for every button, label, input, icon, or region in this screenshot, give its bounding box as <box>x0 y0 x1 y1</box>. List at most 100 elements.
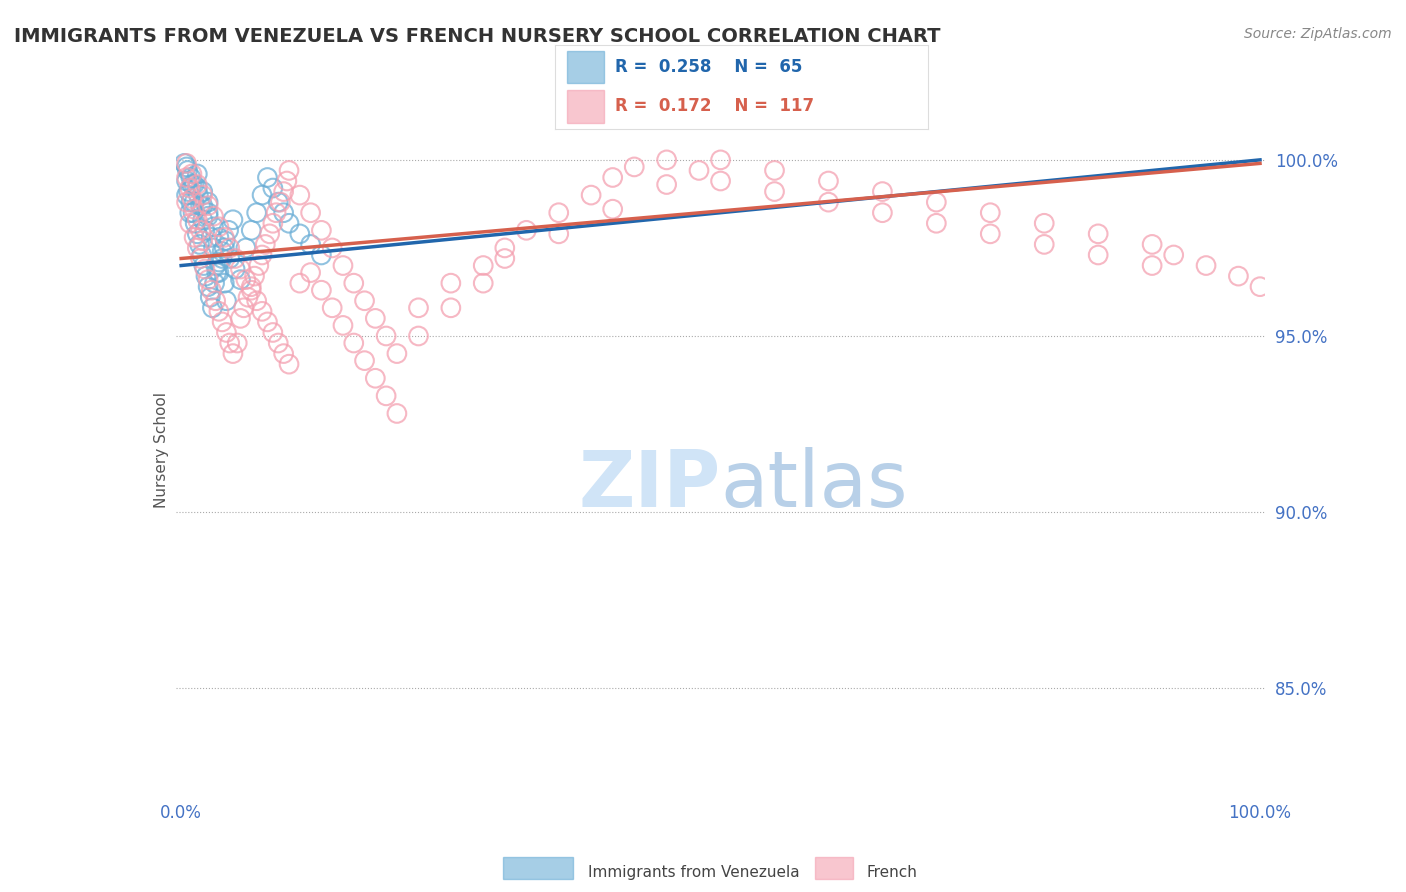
Point <box>176 156 198 170</box>
Point <box>186 241 208 255</box>
Point <box>273 205 295 219</box>
Point <box>332 318 354 333</box>
Text: Immigrants from Venezuela: Immigrants from Venezuela <box>588 865 800 880</box>
Point <box>200 290 222 304</box>
Bar <box>815 857 852 879</box>
Point <box>1087 227 1109 241</box>
Point <box>925 216 948 230</box>
Point <box>262 216 284 230</box>
Point <box>1087 248 1109 262</box>
Text: French: French <box>866 865 917 880</box>
Point <box>321 301 343 315</box>
Point <box>1227 269 1250 284</box>
Point <box>176 174 198 188</box>
Point <box>211 252 233 266</box>
Point <box>191 212 214 227</box>
Point <box>208 230 231 244</box>
Point <box>197 279 219 293</box>
Point <box>201 301 224 315</box>
Point <box>385 407 408 421</box>
Point <box>288 188 311 202</box>
Point <box>250 248 273 262</box>
Point <box>218 241 240 255</box>
Point <box>364 311 387 326</box>
Point <box>194 269 217 284</box>
Text: IMMIGRANTS FROM VENEZUELA VS FRENCH NURSERY SCHOOL CORRELATION CHART: IMMIGRANTS FROM VENEZUELA VS FRENCH NURS… <box>14 27 941 45</box>
Point <box>259 227 281 241</box>
Bar <box>567 90 603 122</box>
Point <box>763 185 786 199</box>
Point <box>214 230 236 244</box>
Point <box>256 315 278 329</box>
Point <box>176 188 198 202</box>
Point <box>194 223 217 237</box>
Point <box>925 195 948 210</box>
Point <box>1195 259 1218 273</box>
Point <box>655 178 678 192</box>
Point <box>440 276 463 290</box>
Point <box>200 230 222 244</box>
Point <box>187 188 209 202</box>
Point <box>375 329 398 343</box>
Point <box>181 192 204 206</box>
Point <box>278 357 301 371</box>
Point <box>763 163 786 178</box>
Text: Source: ZipAtlas.com: Source: ZipAtlas.com <box>1244 27 1392 41</box>
Point <box>179 205 201 219</box>
Point <box>273 185 295 199</box>
Point <box>240 223 263 237</box>
Point <box>547 205 569 219</box>
Point <box>180 170 202 185</box>
Point <box>264 205 287 219</box>
Point <box>321 241 343 255</box>
Point <box>191 188 214 202</box>
Point <box>184 216 207 230</box>
Point <box>440 301 463 315</box>
Point <box>353 293 375 308</box>
Point <box>235 272 257 286</box>
Point <box>262 326 284 340</box>
Point <box>547 227 569 241</box>
Point <box>173 156 195 170</box>
Point <box>688 163 710 178</box>
Point <box>1249 279 1271 293</box>
Point <box>190 252 212 266</box>
Point <box>817 174 839 188</box>
Point <box>364 371 387 385</box>
Point <box>215 293 238 308</box>
Point <box>204 259 226 273</box>
Point <box>226 336 249 351</box>
Point <box>579 188 602 202</box>
Point <box>186 167 208 181</box>
Point <box>177 185 200 199</box>
Point <box>193 259 215 273</box>
Point <box>181 178 204 192</box>
Point <box>232 301 254 315</box>
Point <box>191 199 214 213</box>
Point <box>254 237 277 252</box>
Point <box>211 244 233 259</box>
Point <box>299 266 322 280</box>
Point <box>224 252 246 266</box>
Point <box>190 223 212 237</box>
Point <box>332 259 354 273</box>
Point <box>197 195 219 210</box>
Point <box>353 353 375 368</box>
Point <box>208 266 231 280</box>
Point <box>1033 237 1056 252</box>
Point <box>208 255 231 269</box>
Point <box>194 262 217 277</box>
Point <box>1033 216 1056 230</box>
Point <box>623 160 645 174</box>
Point <box>186 178 208 192</box>
Point <box>222 346 245 360</box>
Point <box>710 174 733 188</box>
Point <box>176 195 198 210</box>
Text: R =  0.258    N =  65: R = 0.258 N = 65 <box>614 58 803 76</box>
Point <box>311 223 333 237</box>
Point <box>197 205 219 219</box>
Point <box>181 167 204 181</box>
Point <box>472 259 495 273</box>
Point <box>215 326 238 340</box>
Point <box>262 181 284 195</box>
